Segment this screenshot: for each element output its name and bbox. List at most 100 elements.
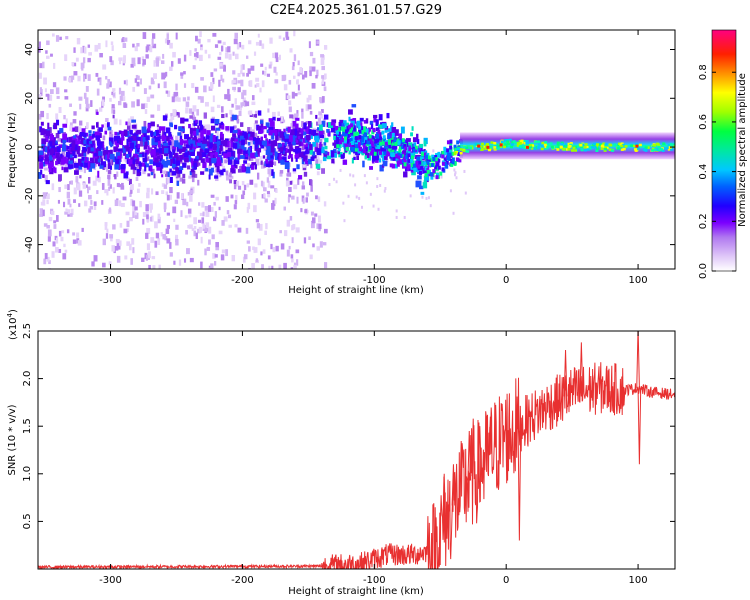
spectrogram-noise-cell xyxy=(65,208,68,213)
spectrogram-noise-cell xyxy=(240,70,243,75)
spectrogram-noise-cell xyxy=(107,174,111,180)
spectrogram-band-cell xyxy=(109,141,112,146)
chart-title: C2E4.2025.361.01.57.G29 xyxy=(270,3,442,18)
spectrogram-band-cell xyxy=(308,129,312,135)
spectrogram-band-cell xyxy=(257,125,262,131)
spectrogram-band-cell xyxy=(408,142,413,149)
spectrogram-noise-cell xyxy=(335,180,338,184)
spectrogram-noise-cell xyxy=(52,241,56,247)
spectrogram-noise-cell xyxy=(261,80,265,88)
spectrogram-band-cell xyxy=(227,151,232,157)
spectrogram-noise-cell xyxy=(77,75,81,82)
spectrogram-band-cell xyxy=(180,117,185,124)
spectrogram-noise-cell xyxy=(245,101,250,107)
spectrogram-noise-cell xyxy=(173,260,176,265)
spectrogram-band-cell xyxy=(188,123,191,129)
spectrogram-noise-cell xyxy=(148,251,151,259)
spectrogram-noise-cell xyxy=(87,74,91,81)
spectrogram-noise-cell xyxy=(235,53,239,60)
spectrogram-band-cell xyxy=(182,140,188,144)
spectrogram-peak-cell xyxy=(522,145,526,148)
spectrogram-band-cell xyxy=(91,134,96,138)
spectrogram-noise-cell xyxy=(200,96,204,103)
spectrogram-band-cell xyxy=(241,132,245,137)
spectrogram-band-cell xyxy=(406,167,410,172)
spectrogram-dip-cell xyxy=(405,158,409,163)
spectrogram-noise-cell xyxy=(163,170,167,174)
spectrogram-band-cell xyxy=(127,150,132,158)
spectrogram-band-cell xyxy=(254,138,260,145)
spectrogram-band-cell xyxy=(47,146,50,154)
spectrogram-noise-cell xyxy=(183,71,186,75)
spectrogram-noise-cell xyxy=(244,138,248,145)
spectrogram-dip-cell xyxy=(397,155,401,160)
spectrogram-noise-cell xyxy=(149,45,153,53)
spectrogram-peak-cell xyxy=(508,138,512,142)
spectrogram-noise-cell xyxy=(288,186,292,193)
spectrogram-noise-cell xyxy=(195,35,198,42)
spectrogram-noise-cell xyxy=(145,204,149,212)
spectrogram-noise-cell xyxy=(193,53,197,57)
spectrogram-noise-cell xyxy=(429,204,432,208)
spectrogram-noise-cell xyxy=(248,127,252,132)
spectrogram-noise-cell xyxy=(221,113,225,119)
spectrogram-noise-cell xyxy=(68,77,72,82)
spectrogram-band-cell xyxy=(114,140,117,145)
spectrogram-band-cell xyxy=(94,158,99,164)
spectrogram-band-cell xyxy=(83,162,88,168)
spectrogram-band-cell xyxy=(322,156,327,162)
spectrogram-band-cell xyxy=(207,157,212,163)
spectrogram-band-cell xyxy=(216,156,221,162)
spectrogram-band-cell xyxy=(129,129,133,135)
spectrogram-noise-cell xyxy=(234,32,239,39)
spectrogram-dip-cell xyxy=(398,148,402,153)
spectrogram-peak-cell xyxy=(454,147,458,151)
spectrogram-noise-cell xyxy=(155,191,159,196)
spectrogram-noise-cell xyxy=(246,240,250,244)
spectrogram-dip-cell xyxy=(418,170,422,175)
spectrogram-noise-cell xyxy=(200,77,204,81)
spectrogram-noise-cell xyxy=(198,226,203,233)
spectrogram-peak-cell xyxy=(657,145,661,149)
snr-exponent-label: (x104) xyxy=(6,309,19,340)
spectrogram-noise-cell xyxy=(197,162,201,166)
spectrogram-band-cell xyxy=(398,151,404,156)
spectrogram-noise-cell xyxy=(111,245,116,252)
spectrogram-band-cell xyxy=(268,129,273,136)
spectrogram-dip-cell xyxy=(445,164,449,169)
spectrogram-noise-cell xyxy=(218,206,221,211)
spectrogram-noise-cell xyxy=(170,61,174,67)
spectrogram-noise-cell xyxy=(169,187,173,194)
spectrogram-noise-cell xyxy=(122,96,126,101)
spectrogram-band-cell xyxy=(311,132,314,136)
spectrogram-band-cell xyxy=(268,139,271,144)
spectrogram-band-cell xyxy=(363,145,367,152)
spectrogram-noise-cell xyxy=(197,96,202,100)
spectrogram-dip-cell xyxy=(394,145,398,150)
spectrogram-dip-cell xyxy=(403,162,407,167)
colorbar-tick-label: 0.0 xyxy=(698,263,709,279)
spectrogram-band-cell xyxy=(305,146,309,153)
spectrogram-noise-cell xyxy=(464,191,467,195)
spectrogram-band-cell xyxy=(158,147,163,154)
spectrogram-band-cell xyxy=(206,141,210,147)
spectrogram-noise-cell xyxy=(64,89,68,93)
spectrogram-peak-cell xyxy=(579,145,583,148)
spectrogram-band-cell xyxy=(316,148,322,156)
spectrogram-peak-cell xyxy=(653,144,657,147)
spectrogram-band-cell xyxy=(120,138,124,146)
spectrogram-dip-cell xyxy=(404,146,408,151)
spectrogram-band-cell xyxy=(189,148,194,152)
spectrogram-noise-cell xyxy=(72,62,77,67)
spectrogram-noise-cell xyxy=(142,212,147,218)
spectrogram-noise-cell xyxy=(102,135,106,141)
spectrogram-peak-cell xyxy=(499,145,503,148)
spectrogram-band-cell xyxy=(321,120,326,127)
spectrogram-dip-cell xyxy=(436,172,440,177)
spectrogram-noise-cell xyxy=(42,199,46,206)
spectrogram-dip-cell xyxy=(407,151,411,156)
spectrogram-peak-cell xyxy=(466,150,470,153)
spectrogram-noise-cell xyxy=(304,71,308,78)
spectrogram-x-tick-label: -100 xyxy=(363,275,386,286)
spectrogram-band-cell xyxy=(296,130,300,137)
